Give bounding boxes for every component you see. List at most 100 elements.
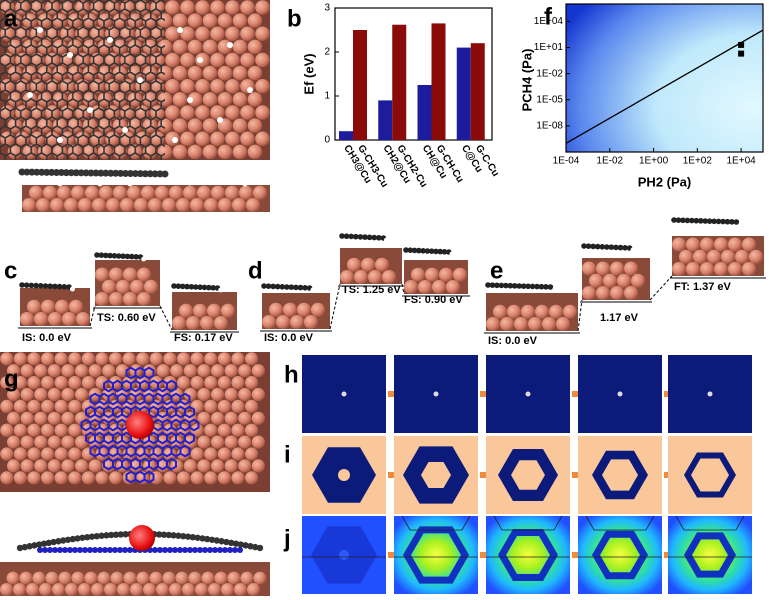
carbon-atom [102, 169, 110, 177]
copper-atom [190, 423, 204, 437]
carbon-atom [199, 535, 206, 542]
carbon-atom [45, 539, 52, 547]
copper-atom [29, 185, 43, 200]
carbon-atom [129, 253, 135, 260]
y-tick-label: 1E-08 [536, 121, 563, 132]
copper-atom [707, 249, 721, 264]
carbon-atom [680, 217, 686, 224]
carbon-atom [529, 283, 536, 290]
copper-atom [129, 387, 143, 402]
copper-atom [61, 364, 75, 378]
carbon-atom [115, 253, 122, 259]
carbon-atom [411, 247, 418, 254]
carbon-atom [77, 547, 83, 553]
carbon-atom [297, 284, 304, 291]
copper-atom [187, 65, 203, 81]
copper-atom [104, 583, 117, 596]
carbon-atom [197, 284, 203, 291]
copper-atom [197, 411, 211, 425]
carbon-atom [42, 547, 48, 553]
carbon-atom [348, 233, 355, 240]
copper-atom [693, 249, 707, 264]
hydrogen-atom [738, 221, 744, 227]
copper-atom [47, 411, 61, 425]
carbon-atom [64, 536, 72, 543]
copper-atom [245, 471, 259, 485]
copper-atom [172, 118, 188, 133]
copper-atom [54, 423, 68, 437]
hydrogen-atom [97, 181, 103, 187]
seed [617, 391, 623, 397]
copper-atom [439, 267, 453, 282]
copper-atom [75, 364, 89, 378]
carbon-atom [279, 284, 286, 290]
copper-atom [617, 273, 631, 288]
bar [456, 47, 471, 140]
carbon-atom [715, 218, 722, 225]
carbon-atom [133, 253, 139, 260]
copper-atom [102, 364, 116, 378]
copper-atom [81, 447, 95, 461]
y-tick-label: 2 [324, 47, 330, 58]
copper-atom [507, 304, 521, 319]
carbon-atom [485, 282, 491, 288]
copper-atom [714, 237, 728, 252]
carbon-atom [107, 169, 115, 177]
copper-atom [109, 292, 123, 306]
copper-atom [231, 399, 245, 413]
copper-atom [141, 185, 155, 200]
copper-atom [75, 435, 89, 449]
copper-atom [446, 280, 460, 294]
copper-atom [54, 352, 68, 366]
energy-connector [89, 305, 96, 327]
copper-atom [64, 198, 78, 212]
copper-atom [582, 261, 596, 276]
copper-atom [170, 364, 184, 378]
hydrogen-atom [172, 137, 178, 143]
carbon-atom [141, 170, 149, 178]
copper-atom [245, 376, 259, 390]
copper-atom [210, 52, 225, 68]
graphene-ring [497, 529, 559, 581]
carbon-atom [52, 283, 58, 290]
carbon-atom [60, 537, 67, 544]
copper-atom [251, 364, 265, 378]
copper-atom [50, 198, 64, 212]
copper-atom [183, 185, 197, 200]
carbon-atom [84, 534, 91, 541]
x-tick-label: 1E+04 [727, 156, 757, 167]
carbon-atom [112, 531, 120, 538]
copper-atom [81, 352, 95, 366]
copper-atom [109, 471, 123, 485]
carbon-atom [498, 282, 505, 289]
copper-atom [175, 571, 189, 585]
copper-atom [354, 270, 368, 284]
copper-atom [255, 0, 270, 15]
carbon-atom [218, 538, 225, 545]
carbon-atom [48, 168, 56, 176]
copper-atom [136, 571, 150, 585]
carbon-atom [494, 282, 500, 289]
copper-atom [202, 144, 218, 160]
carbon-atom [724, 218, 731, 225]
copper-atom [202, 118, 218, 133]
copper-atom [54, 399, 68, 413]
copper-atom [610, 261, 624, 276]
energy-label: FS: 0.90 eV [404, 294, 463, 306]
copper-atom [195, 131, 210, 147]
copper-atom [34, 312, 48, 326]
copper-atom [6, 571, 20, 585]
copper-atom [41, 352, 55, 366]
carbon-atom [152, 547, 158, 553]
carbon-atom [604, 244, 610, 250]
panel-label: c [4, 257, 17, 284]
hydrogen-atom [242, 181, 248, 187]
copper-atom [85, 185, 99, 200]
copper-atom [27, 352, 41, 366]
plot-background [565, 3, 764, 153]
copper-atom [0, 423, 14, 437]
contour [493, 515, 563, 531]
carbon-atom [131, 170, 139, 178]
copper-atom [582, 286, 596, 300]
carbon-atom [252, 543, 259, 551]
